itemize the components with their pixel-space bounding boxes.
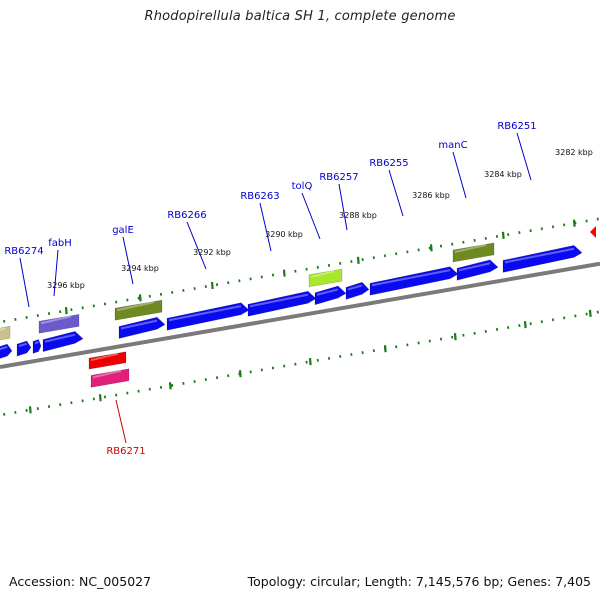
cds-arrow bbox=[502, 245, 583, 273]
feature-RB6271-shine bbox=[92, 369, 122, 379]
gene-label: RB6271 bbox=[106, 446, 145, 457]
cds-arrow bbox=[42, 330, 84, 352]
leader-line bbox=[19, 257, 30, 308]
feature-reverse-red-shine bbox=[90, 352, 119, 362]
cds-arrow bbox=[314, 285, 347, 306]
leader-line bbox=[53, 249, 59, 297]
gene-label: fabH bbox=[48, 238, 72, 249]
kbp-label: 3296 kbp bbox=[47, 281, 85, 290]
cds-arrow-shine bbox=[0, 345, 8, 351]
cds-arrow bbox=[456, 259, 499, 281]
leader-line bbox=[452, 151, 467, 199]
leader-line bbox=[301, 192, 321, 240]
gene-label: RB6251 bbox=[497, 121, 536, 132]
gene-label: RB6257 bbox=[319, 172, 358, 183]
lower-major-tick bbox=[238, 370, 242, 378]
feature-manC-shine bbox=[454, 243, 487, 253]
backbone bbox=[0, 261, 600, 369]
feature-fabH bbox=[38, 314, 80, 334]
tick-track-lower bbox=[3, 309, 599, 416]
cds-arrow bbox=[247, 290, 317, 317]
feature-tan bbox=[0, 325, 11, 341]
kbp-major-tick bbox=[282, 269, 286, 277]
feature-galE bbox=[114, 299, 163, 321]
kbp-label: 3290 kbp bbox=[265, 230, 303, 239]
label-leaders bbox=[19, 132, 532, 444]
genome-summary-text: Topology: circular; Length: 7,145,576 bp… bbox=[247, 574, 591, 589]
kbp-label: 3294 kbp bbox=[121, 264, 159, 273]
cds-arrow-shine bbox=[44, 333, 76, 343]
kbp-major-tick bbox=[210, 281, 214, 290]
accession-text: Accession: NC_005027 bbox=[9, 574, 152, 589]
cds-arrow-shine bbox=[504, 247, 575, 264]
kbp-major-tick bbox=[356, 256, 360, 264]
cds-arrow-shine bbox=[168, 305, 242, 322]
kbp-major-tick bbox=[501, 231, 505, 239]
kbp-label: 3292 kbp bbox=[193, 248, 231, 257]
cds-arrow-shine bbox=[249, 293, 309, 308]
cds-arrow bbox=[32, 339, 42, 354]
feature-galE-shine bbox=[116, 301, 155, 312]
lower-major-tick bbox=[523, 321, 527, 329]
gene-label: RB6263 bbox=[240, 191, 279, 202]
cds-arrow-shine bbox=[371, 269, 451, 287]
lower-major-tick bbox=[168, 382, 172, 390]
lower-major-tick bbox=[28, 406, 32, 414]
leader-line bbox=[388, 169, 404, 217]
cds-arrow bbox=[118, 316, 166, 339]
cds-arrow-shine bbox=[458, 262, 491, 272]
backbone-line bbox=[0, 261, 600, 369]
cds-arrow bbox=[345, 281, 370, 300]
cds-arrow-shine bbox=[18, 342, 28, 348]
lower-major-tick bbox=[383, 345, 387, 353]
kbp-major-tick bbox=[64, 307, 68, 315]
lower-major-tick bbox=[453, 333, 457, 341]
cds-arrow-shine bbox=[316, 288, 339, 296]
kbp-label: 3282 kbp bbox=[555, 148, 593, 157]
cds-arrow-shine bbox=[120, 319, 158, 330]
cds-arrow bbox=[369, 266, 459, 296]
gene-label: RB6255 bbox=[369, 158, 408, 169]
cds-arrow bbox=[16, 340, 32, 357]
lower-major-tick bbox=[308, 358, 312, 366]
gene-label: RB6274 bbox=[4, 246, 43, 257]
feature-tan-shine bbox=[0, 327, 6, 331]
kbp-major-tick bbox=[572, 219, 576, 227]
feature-tolQ-shine bbox=[310, 270, 335, 278]
kbp-major-tick bbox=[138, 294, 142, 302]
leader-line bbox=[122, 236, 134, 285]
gene-label: manC bbox=[438, 140, 467, 151]
feature-fabH-shine bbox=[40, 315, 72, 325]
kbp-label: 3284 kbp bbox=[484, 170, 522, 179]
gene-label: galE bbox=[112, 225, 134, 236]
cds-arrow bbox=[166, 302, 250, 331]
kbp-major-tick bbox=[429, 244, 433, 252]
tick-track-upper bbox=[3, 217, 599, 323]
leader-line bbox=[338, 183, 348, 231]
kbp-label: 3286 kbp bbox=[412, 191, 450, 200]
feature-tolQ bbox=[308, 268, 343, 288]
feature-RB6271 bbox=[90, 368, 130, 388]
lower-major-tick bbox=[98, 394, 102, 402]
leader-line bbox=[115, 399, 127, 444]
leader-line bbox=[186, 221, 207, 270]
leader-line bbox=[516, 132, 532, 181]
kbp-label: 3288 kbp bbox=[339, 211, 377, 220]
gene-label: RB6266 bbox=[167, 210, 206, 221]
cds-arrow bbox=[0, 343, 13, 359]
feature-manC bbox=[452, 242, 495, 263]
edge-marker bbox=[590, 226, 596, 238]
genome-title: Rhodopirellula baltica SH 1, complete ge… bbox=[144, 9, 456, 24]
cds-arrow-shine bbox=[347, 284, 363, 291]
gene-label: tolQ bbox=[292, 181, 313, 192]
cds-arrow-shine bbox=[34, 341, 39, 345]
lower-major-tick bbox=[588, 309, 592, 317]
leader-line bbox=[259, 202, 272, 252]
feature-layer bbox=[0, 226, 596, 388]
feature-reverse-red bbox=[88, 351, 127, 370]
label-layer: 3296 kbp 3294 kbp 3292 kbp 3290 kbp 3288 kbp… bbox=[4, 121, 592, 457]
